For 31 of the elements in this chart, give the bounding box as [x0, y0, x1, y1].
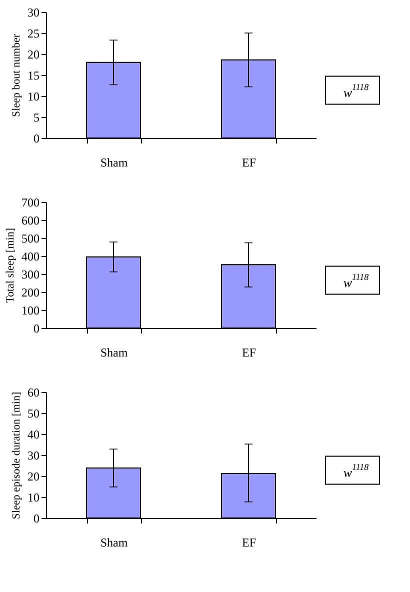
y-tick-label: 0	[34, 322, 40, 336]
x-tick-label: EF	[242, 346, 256, 360]
x-tick-label: Sham	[100, 536, 128, 550]
y-tick-label: 600	[22, 214, 40, 228]
y-tick-label: 50	[28, 406, 40, 420]
y-tick-label: 20	[28, 48, 40, 62]
y-tick-label: 100	[22, 304, 40, 318]
y-tick-label: 40	[28, 428, 40, 442]
y-tick-label: 5	[34, 110, 40, 124]
y-tick-label: 25	[28, 26, 40, 40]
y-tick-label: 20	[28, 470, 40, 484]
y-tick-label: 15	[28, 68, 40, 82]
x-tick-label: EF	[242, 536, 256, 550]
y-tick-label: 700	[22, 196, 40, 210]
y-tick-label: 30	[28, 448, 40, 462]
x-tick-label: Sham	[100, 346, 128, 360]
y-tick-label: 400	[22, 250, 40, 264]
y-tick-label: 30	[28, 6, 40, 20]
y-axis-title: Total sleep [min]	[4, 228, 16, 303]
y-tick-label: 60	[28, 386, 40, 400]
y-tick-label: 10	[28, 490, 40, 504]
y-axis-title: Sleep episode duration [min]	[10, 392, 22, 520]
y-tick-label: 0	[34, 132, 40, 146]
x-tick-label: EF	[242, 156, 256, 170]
y-tick-label: 200	[22, 286, 40, 300]
y-tick-label: 0	[34, 512, 40, 526]
y-tick-label: 10	[28, 90, 40, 104]
x-tick-label: Sham	[100, 156, 128, 170]
y-axis-title: Sleep bout number	[10, 34, 22, 118]
y-tick-label: 500	[22, 232, 40, 246]
y-tick-label: 300	[22, 268, 40, 282]
